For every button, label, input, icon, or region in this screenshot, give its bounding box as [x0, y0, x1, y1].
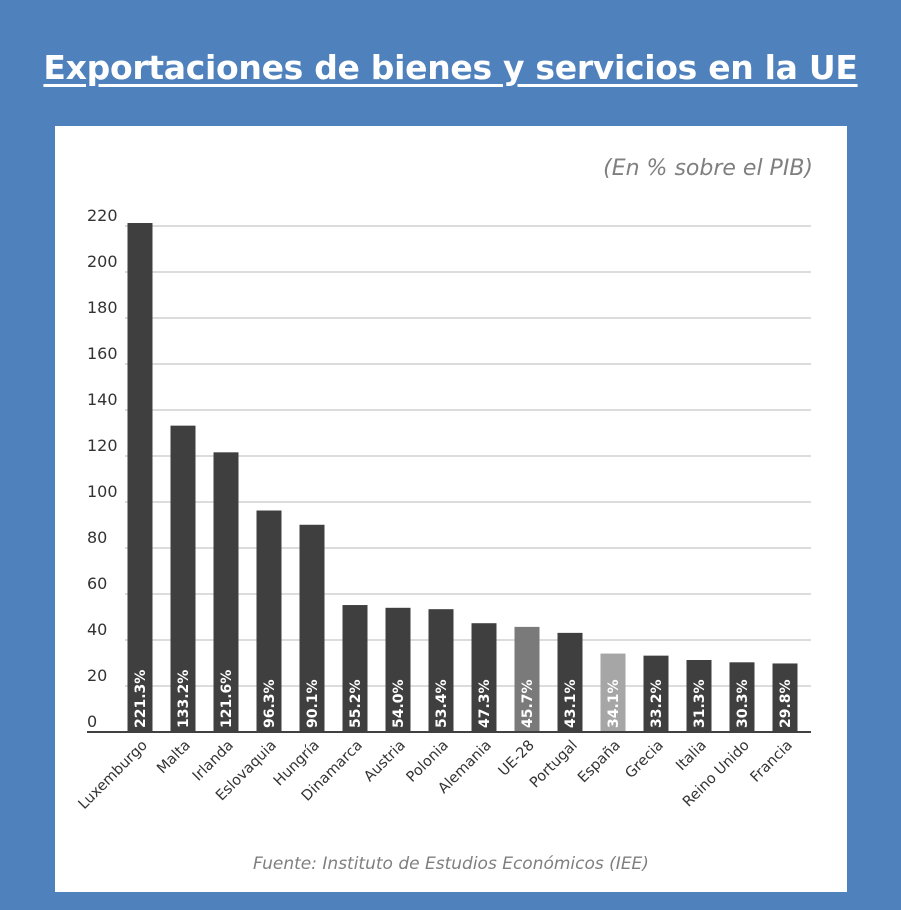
x-category-label: UE-28: [496, 738, 538, 780]
x-category-label: Italia: [673, 738, 710, 775]
y-tick-label: 80: [87, 528, 107, 547]
bar: [385, 607, 411, 732]
bar-value-label: 96.3%: [262, 679, 278, 728]
y-tick-label: 100: [87, 482, 118, 501]
y-tick-label: 20: [87, 666, 107, 685]
bar: [299, 524, 325, 732]
x-category-label: España: [575, 738, 624, 787]
bar-value-label: 34.1%: [606, 679, 622, 728]
x-category-label: Portugal: [527, 738, 581, 792]
y-tick-label: 60: [87, 574, 107, 593]
bar-value-label: 47.3%: [477, 679, 493, 728]
y-tick-label: 200: [87, 252, 118, 271]
bar: [471, 623, 497, 732]
bar: [772, 663, 798, 732]
y-tick-label: 40: [87, 620, 107, 639]
bar: [557, 632, 583, 732]
bar: [643, 655, 669, 732]
bar-value-label: 31.3%: [692, 679, 708, 728]
bar: [514, 626, 540, 732]
unit-note: (En % sobre el PIB): [603, 156, 813, 181]
bar-value-label: 53.4%: [434, 679, 450, 728]
y-tick-label: 160: [87, 344, 118, 363]
bar: [428, 609, 454, 732]
bar-value-label: 29.8%: [778, 679, 794, 728]
y-tick-label: 220: [87, 206, 118, 225]
x-category-label: Malta: [154, 738, 194, 778]
bar: [729, 662, 755, 732]
y-tick-label: 120: [87, 436, 118, 455]
chart-panel: (En % sobre el PIB) 0 20 40 60 80 100 120 140 16…: [55, 126, 847, 892]
source-note: Fuente: Instituto de Estudios Económicos…: [253, 854, 649, 874]
bar-chart: 0 20 40 60 80 100 120 140 160 180 200 220 221.3% Luxe…: [76, 206, 811, 813]
x-category-label: Grecia: [623, 738, 667, 782]
bar-value-label: 43.1%: [563, 679, 579, 728]
bar-value-label: 30.3%: [735, 679, 751, 728]
y-tick-label: 140: [87, 390, 118, 409]
y-tick-label: 180: [87, 298, 118, 317]
bar: [127, 223, 153, 732]
chart-title: Exportaciones de bienes y servicios en l…: [43, 48, 858, 87]
bar: [213, 452, 239, 732]
bar-value-label: 55.2%: [348, 679, 364, 728]
bar-value-label: 133.2%: [176, 670, 192, 728]
bar: [170, 425, 196, 732]
bar: [256, 510, 282, 732]
bar-value-label: 221.3%: [133, 670, 149, 728]
x-category-label: Austria: [361, 738, 409, 786]
bar-value-label: 33.2%: [649, 679, 665, 728]
bar-value-label: 121.6%: [219, 670, 235, 728]
bar-value-label: 45.7%: [520, 679, 536, 728]
x-category-label: Francia: [748, 738, 796, 786]
y-tick-label: 0: [87, 712, 97, 731]
x-category-label: Luxemburgo: [76, 737, 151, 812]
bar-value-label: 90.1%: [305, 679, 321, 728]
bar: [686, 660, 712, 732]
bar-value-label: 54.0%: [391, 679, 407, 728]
bar: [342, 605, 368, 732]
bar: [600, 653, 626, 732]
